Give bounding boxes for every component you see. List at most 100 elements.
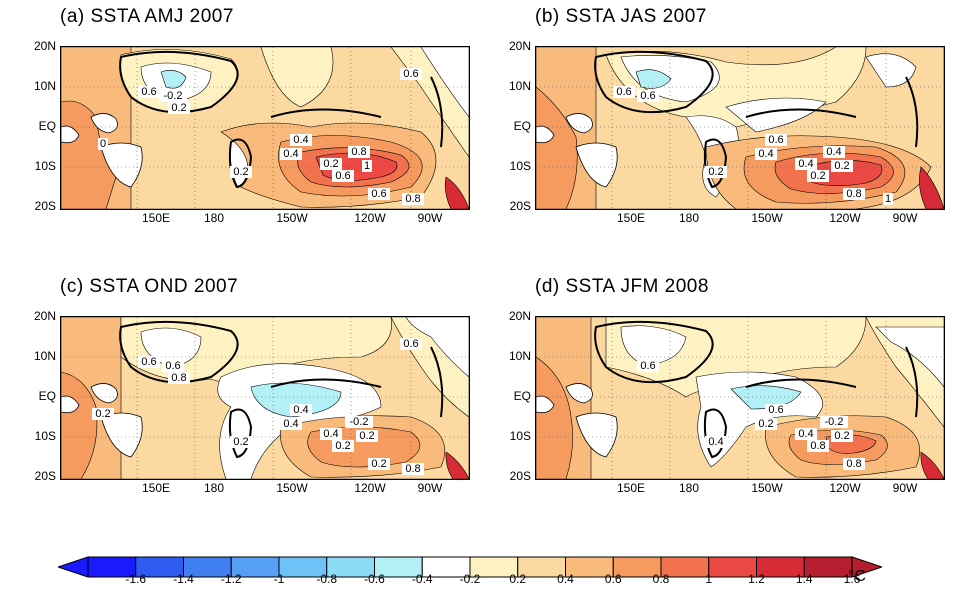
contour-label-bg xyxy=(755,148,777,160)
contour-label: 0.4 xyxy=(798,158,813,170)
colorbar-arrow-high xyxy=(851,556,882,578)
contour-label-bg xyxy=(280,418,302,430)
land-mass xyxy=(565,113,593,134)
lat-tick-label: 20N xyxy=(33,39,56,53)
land-mass xyxy=(536,395,555,414)
anomaly-region xyxy=(875,326,944,388)
contour-label: 0.2 xyxy=(233,166,248,178)
contour-label-bg xyxy=(795,158,817,170)
contour-label-bg xyxy=(230,166,252,178)
lat-tick-label: 20S xyxy=(34,199,56,213)
colorbar-tick-label: 0.6 xyxy=(604,572,622,586)
contour-label: 0.2 xyxy=(233,436,248,448)
lon-tick-label: 120W xyxy=(354,211,386,225)
zero-contour xyxy=(430,76,444,148)
contour-label: 0.6 xyxy=(616,86,631,98)
map-svg: -0.20.20.40.60.810.20.40.6 0.80.60.20.60 xyxy=(61,47,469,209)
anomaly-region xyxy=(445,451,469,479)
contour-label-bg xyxy=(843,188,865,200)
contour-label: -0.2 xyxy=(350,416,369,428)
zero-contour xyxy=(119,320,239,384)
contour-label-bg xyxy=(162,360,184,372)
panel-title: (d) SSTA JFM 2008 xyxy=(535,276,709,297)
map-area: 0.6 0.4 0.2 0.8 -0.2 0.2 0.4 0.6 0.8 xyxy=(535,316,945,480)
lon-tick-label: 120W xyxy=(829,481,861,495)
panel-b: (b) SSTA JAS 2007 0.6 0.2 0.4 0.2 0.4 0.2 0.4 0… xyxy=(515,6,945,238)
map-svg: 0.60.40.20.8-0.20.20.40.60.8 xyxy=(536,317,944,479)
contour-label: 1 xyxy=(364,160,370,172)
contour-label: -0.2 xyxy=(164,90,183,102)
lat-tick-label: 10S xyxy=(509,429,531,443)
lat-tick-label: 10S xyxy=(34,159,56,173)
contour-label: 0.4 xyxy=(323,428,338,440)
contour-label: 0.2 xyxy=(834,160,849,172)
anomaly-region xyxy=(160,70,187,89)
contour-label: 0.8 xyxy=(405,463,420,475)
anomaly-region xyxy=(444,176,469,209)
contour-label-bg xyxy=(159,90,187,102)
colorbar-arrow-low xyxy=(58,556,89,578)
contour-label: 0.6 xyxy=(640,90,655,102)
contour-label: 0.2 xyxy=(359,430,374,442)
zero-contour xyxy=(228,138,253,189)
lat-tick-label: 10N xyxy=(508,349,531,363)
zero-contour xyxy=(745,108,857,118)
anomaly-region xyxy=(260,47,334,108)
contour-label-bg xyxy=(765,134,787,146)
lon-tick-label: 180 xyxy=(203,481,225,495)
contour-label: 0.8 xyxy=(846,188,861,200)
colorbar xyxy=(58,556,882,578)
contour-label: 0.4 xyxy=(826,146,841,158)
zero-contour xyxy=(703,408,728,459)
contour-label-bg xyxy=(332,440,354,452)
lat-tick-label: 20N xyxy=(508,39,531,53)
contour-label: 0.6 xyxy=(141,356,156,368)
contour-label-bg xyxy=(637,90,659,102)
contour-label-bg xyxy=(402,193,424,205)
contour-label-bg xyxy=(400,68,422,80)
panel-a: (a) SSTA AMJ 2007 -0.2 0.2 0.4 0.6 0.8 1 0.2 0.… xyxy=(40,6,470,238)
anomaly-region xyxy=(919,166,944,209)
anomaly-region xyxy=(725,97,827,133)
anomaly-region xyxy=(920,451,944,479)
contour-label: 0.8 xyxy=(846,458,861,470)
lat-tick-label: EQ xyxy=(513,119,531,133)
lat-tick-label: 20S xyxy=(34,469,56,483)
contour-label: 0.4 xyxy=(293,404,308,416)
contour-label-bg xyxy=(280,148,302,160)
contour-label-bg xyxy=(400,338,422,350)
contour-label: 0.4 xyxy=(708,436,723,448)
colorbar-tick-label: 1.4 xyxy=(795,572,813,586)
contour-label: -0.2 xyxy=(825,416,844,428)
contour-label: 0.4 xyxy=(758,148,773,160)
contour-label-bg xyxy=(138,356,160,368)
panel-title: (c) SSTA OND 2007 xyxy=(60,276,239,297)
lon-tick-label: 180 xyxy=(678,481,700,495)
contour-label-bg xyxy=(613,86,635,98)
lat-tick-label: 10S xyxy=(34,429,56,443)
contour-label: 0.6 xyxy=(141,86,156,98)
zero-contour xyxy=(119,50,239,114)
lat-tick-label: 10S xyxy=(509,159,531,173)
contour-label-bg xyxy=(807,440,829,452)
zero-contour xyxy=(703,138,728,189)
contour-label-bg xyxy=(332,170,354,182)
contour-label-bg xyxy=(92,408,114,420)
lat-tick-label: EQ xyxy=(513,389,531,403)
contour-label: 0.8 xyxy=(171,372,186,384)
anomaly-region xyxy=(635,69,672,89)
contour-label-bg xyxy=(345,416,373,428)
anomaly-region xyxy=(865,53,917,88)
panel-title: (b) SSTA JAS 2007 xyxy=(535,6,707,27)
contour-label-bg xyxy=(402,463,424,475)
colorbar-tick-label: 0.8 xyxy=(652,572,670,586)
contour-label: 0.2 xyxy=(171,102,186,114)
contour-label: 0.6 xyxy=(640,360,655,372)
zero-contour xyxy=(594,320,714,384)
contour-label: 0.4 xyxy=(283,418,298,430)
lon-tick-label: 150E xyxy=(141,481,171,495)
contour-label-bg xyxy=(755,418,777,430)
contour-label-bg xyxy=(98,138,108,150)
contour-label: 0.8 xyxy=(351,146,366,158)
contour-label-bg xyxy=(831,160,853,172)
